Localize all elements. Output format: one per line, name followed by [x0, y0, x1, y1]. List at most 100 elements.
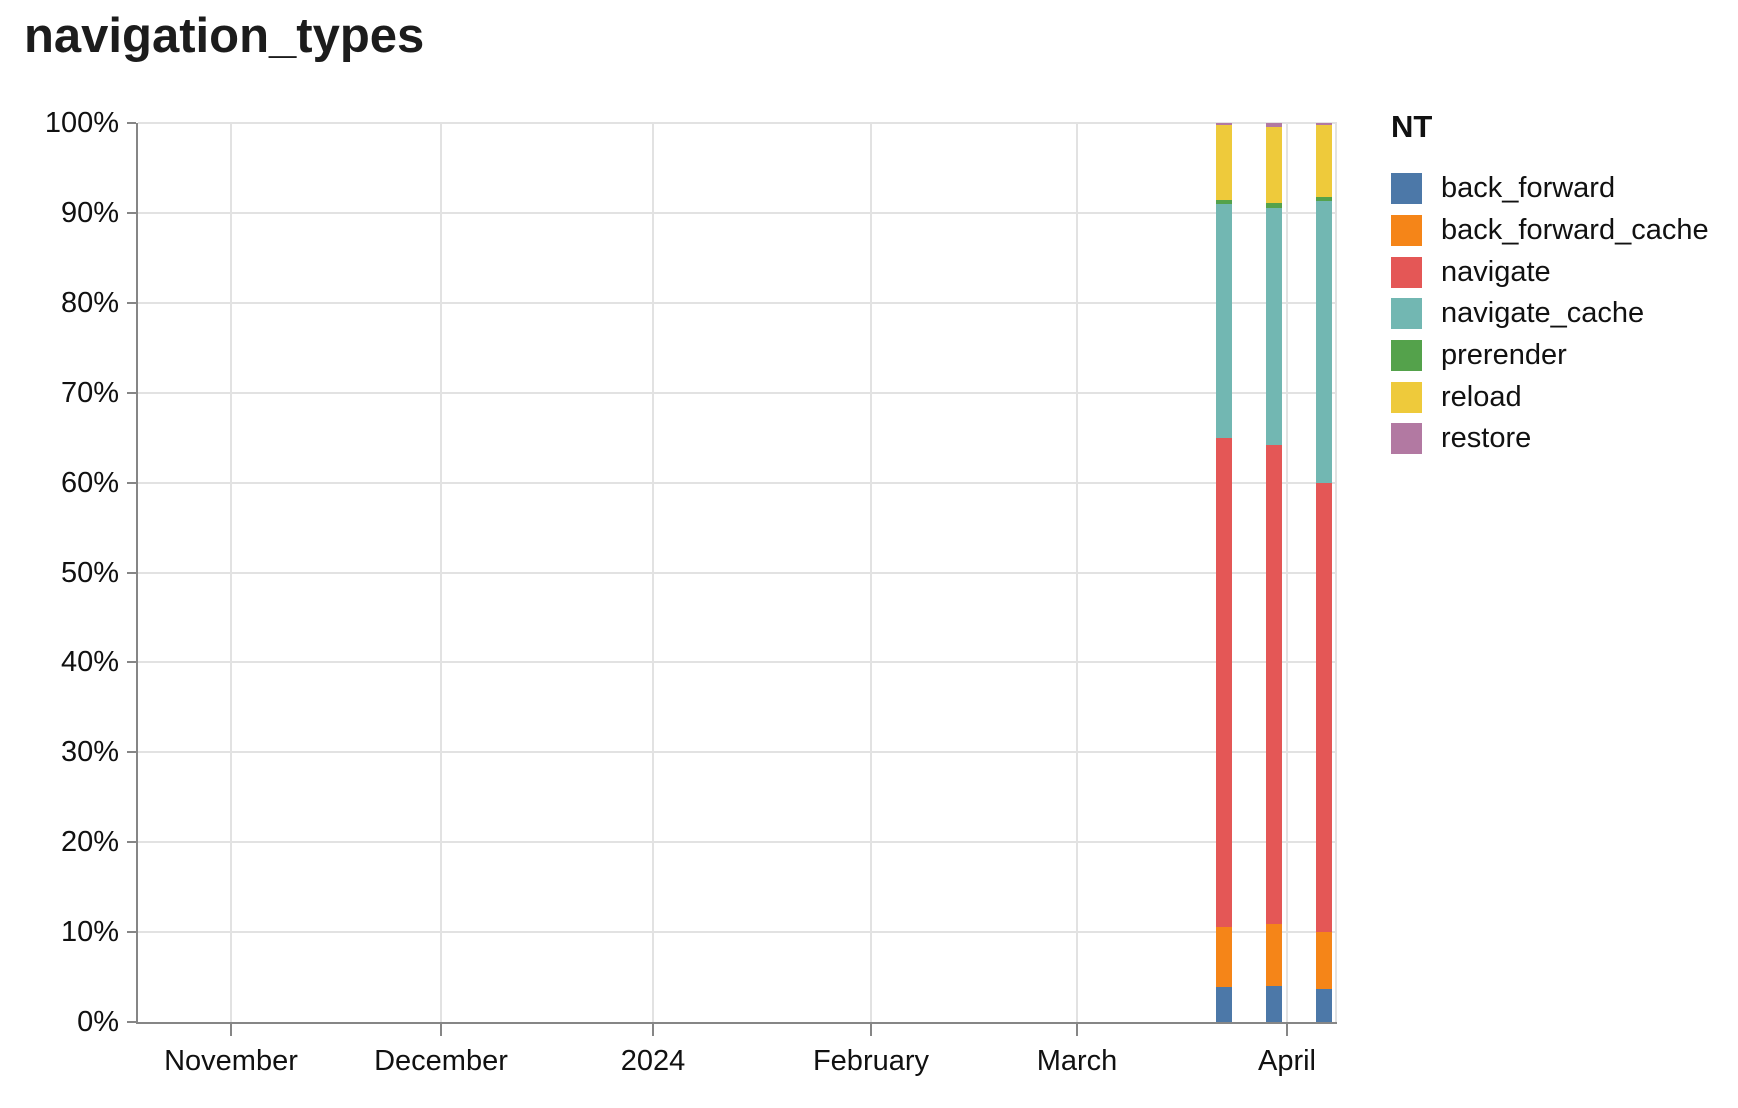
- gridline-horizontal: [138, 841, 1337, 844]
- legend-item-back_forward_cache: back_forward_cache: [1391, 210, 1709, 252]
- stacked-bar: [1316, 123, 1332, 1022]
- y-tick: [127, 211, 136, 214]
- y-tick: [127, 391, 136, 394]
- bar-segment-back_forward: [1266, 986, 1282, 1022]
- x-tick: [1286, 1024, 1288, 1036]
- bar-segment-back_forward: [1316, 988, 1332, 1022]
- y-tick-label: 20%: [60, 826, 119, 859]
- x-tick-label: April: [1257, 1045, 1316, 1077]
- gridline-horizontal: [138, 661, 1337, 664]
- legend-swatch-icon: [1391, 381, 1422, 413]
- y-tick-label: 90%: [60, 196, 119, 229]
- legend-swatch-icon: [1391, 340, 1422, 372]
- bar-segment-navigate_cache: [1316, 201, 1332, 483]
- x-tick: [440, 1024, 442, 1036]
- bar-segment-back_forward: [1216, 986, 1232, 1022]
- gridline-vertical: [652, 123, 654, 1022]
- legend-item-prerender: prerender: [1391, 335, 1709, 377]
- plot-area: [138, 122, 1337, 1022]
- bar-segment-prerender: [1216, 200, 1232, 204]
- y-tick-label: 40%: [60, 646, 119, 679]
- y-tick-label: 80%: [60, 286, 119, 319]
- bar-segment-prerender: [1316, 196, 1332, 202]
- x-tick-label: February: [812, 1045, 930, 1077]
- legend-label: back_forward: [1441, 172, 1616, 205]
- legend-item-back_forward: back_forward: [1391, 168, 1709, 210]
- x-tick: [870, 1024, 872, 1036]
- x-tick: [652, 1024, 654, 1036]
- y-tick-label: 50%: [60, 556, 119, 589]
- gridline-horizontal: [138, 391, 1337, 394]
- bar-segment-navigate: [1216, 437, 1232, 927]
- bar-segment-navigate_cache: [1216, 203, 1232, 438]
- bar-segment-restore: [1316, 123, 1332, 125]
- legend-swatch-icon: [1391, 256, 1422, 288]
- bar-segment-restore: [1216, 123, 1232, 125]
- gridline-horizontal: [138, 301, 1337, 304]
- y-tick: [127, 931, 136, 934]
- legend-label: back_forward_cache: [1441, 214, 1709, 247]
- gridline-horizontal: [138, 122, 1337, 124]
- y-tick-label: 100%: [44, 107, 119, 139]
- legend-label: restore: [1441, 422, 1532, 455]
- y-tick-label: 30%: [60, 736, 119, 769]
- legend-swatch-icon: [1391, 215, 1422, 247]
- bar-segment-prerender: [1266, 203, 1282, 208]
- legend-item-restore: restore: [1391, 418, 1709, 460]
- legend-item-navigate: navigate: [1391, 251, 1709, 293]
- legend-swatch-icon: [1391, 173, 1422, 205]
- legend-swatch-icon: [1391, 298, 1422, 330]
- x-tick: [1076, 1024, 1078, 1036]
- y-tick-label: 10%: [60, 916, 119, 949]
- y-tick: [127, 481, 136, 484]
- gridline-vertical: [1286, 123, 1288, 1022]
- gridline-horizontal: [138, 571, 1337, 574]
- bar-segment-back_forward_cache: [1266, 924, 1282, 987]
- legend-item-navigate_cache: navigate_cache: [1391, 293, 1709, 335]
- plot-right-border: [1335, 123, 1337, 1022]
- stacked-bar: [1216, 123, 1232, 1022]
- x-tick-label: December: [374, 1045, 508, 1077]
- legend-title: NT: [1391, 109, 1433, 144]
- gridline-vertical: [230, 123, 232, 1022]
- x-tick-label: March: [1036, 1045, 1118, 1077]
- gridline-horizontal: [138, 931, 1337, 934]
- bar-segment-navigate: [1266, 444, 1282, 925]
- y-tick: [127, 571, 136, 574]
- x-tick-label: 2024: [620, 1045, 686, 1077]
- bar-segment-back_forward_cache: [1316, 932, 1332, 989]
- x-tick-label: November: [164, 1045, 298, 1077]
- bar-segment-navigate_cache: [1266, 207, 1282, 445]
- chart-title: navigation_types: [24, 9, 425, 63]
- y-axis-line: [136, 123, 138, 1024]
- gridline-vertical: [870, 123, 872, 1022]
- x-axis-line: [136, 1022, 1337, 1024]
- bar-segment-reload: [1216, 124, 1232, 201]
- bar-segment-navigate: [1316, 482, 1332, 933]
- legend-label: reload: [1441, 380, 1522, 413]
- gridline-vertical: [440, 123, 442, 1022]
- y-tick: [127, 122, 136, 124]
- y-tick: [127, 661, 136, 664]
- y-tick-label: 70%: [60, 376, 119, 409]
- stacked-bar: [1266, 123, 1282, 1022]
- y-tick-label: 60%: [60, 466, 119, 499]
- bar-segment-restore: [1266, 123, 1282, 127]
- gridline-vertical: [1076, 123, 1078, 1022]
- legend-label: navigate: [1441, 255, 1551, 288]
- bar-segment-back_forward_cache: [1216, 926, 1232, 987]
- legend-label: prerender: [1441, 339, 1567, 372]
- y-tick: [127, 301, 136, 304]
- gridline-horizontal: [138, 211, 1337, 214]
- y-tick: [127, 841, 136, 844]
- legend-label: navigate_cache: [1441, 297, 1645, 330]
- y-tick: [127, 1021, 136, 1023]
- gridline-horizontal: [138, 481, 1337, 484]
- bar-segment-reload: [1316, 124, 1332, 197]
- gridline-horizontal: [138, 751, 1337, 754]
- x-tick: [230, 1024, 232, 1036]
- y-tick-label: 0%: [77, 1006, 119, 1038]
- y-tick: [127, 751, 136, 754]
